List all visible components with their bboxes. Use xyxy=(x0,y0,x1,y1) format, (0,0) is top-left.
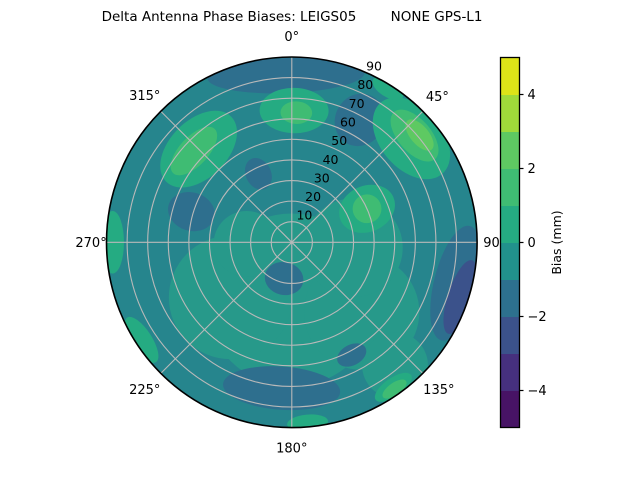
angular-gridline xyxy=(291,110,424,243)
contour-region xyxy=(168,191,215,232)
radial-tick-label: 70 xyxy=(349,96,365,111)
theta-tick-label: 270° xyxy=(75,236,106,251)
radial-tick-labels: 10 20 30 40 50 60 70 80 90 xyxy=(296,58,382,222)
colorbar-segment xyxy=(500,353,520,391)
theta-tick-label: 0° xyxy=(284,30,299,45)
contour-region xyxy=(223,366,341,411)
colorbar-segment xyxy=(500,131,520,169)
contour-region xyxy=(443,260,477,334)
colorbar-tick-label: −4 xyxy=(528,384,547,399)
contour-region xyxy=(213,210,280,277)
radial-tick-label: 10 xyxy=(296,208,312,223)
colorbar-segment xyxy=(500,242,520,280)
contour-region xyxy=(372,77,404,101)
colorbar-segment xyxy=(500,279,520,317)
theta-tick-label: 90 xyxy=(483,236,500,251)
radial-tick-label: 50 xyxy=(331,133,347,148)
radial-tick-label: 30 xyxy=(314,170,330,185)
colorbar-segment xyxy=(500,94,520,132)
chart-title: Delta Antenna Phase Biases: LEIGS05 NONE… xyxy=(101,9,483,25)
theta-tick-label: 45° xyxy=(426,90,449,105)
colorbar-segment xyxy=(500,390,520,428)
colorbar: 4 2 0 −2 −4 Bias (mm) xyxy=(499,56,564,429)
contour-region xyxy=(244,158,272,190)
contour-region xyxy=(264,261,304,296)
theta-tick-label: 180° xyxy=(276,442,307,457)
radial-tick-label: 90 xyxy=(366,58,382,73)
radial-tick-label: 40 xyxy=(323,152,339,167)
contour-region xyxy=(337,343,367,367)
radial-tick-label: 80 xyxy=(357,77,373,92)
colorbar-tick-label: 0 xyxy=(528,236,536,251)
colorbar-tick-label: −2 xyxy=(528,310,547,325)
contour-region xyxy=(405,119,434,151)
contour-region xyxy=(170,126,218,176)
theta-tick-labels: 0° 45° 90 135° 180° 225° 270° 315° xyxy=(75,30,499,457)
colorbar-tick-label: 2 xyxy=(528,162,536,177)
colorbar-segment xyxy=(500,205,520,243)
colorbar-segment xyxy=(500,316,520,354)
colorbar-segment xyxy=(500,168,520,206)
contour-region xyxy=(124,316,159,363)
theta-tick-label: 225° xyxy=(129,383,160,398)
colorbar-tick-label: 4 xyxy=(528,88,536,103)
colorbar-axis-label: Bias (mm) xyxy=(549,210,564,274)
angular-gridline xyxy=(160,110,293,243)
angular-gridline xyxy=(291,241,424,374)
theta-tick-label: 315° xyxy=(129,89,160,104)
contour-region xyxy=(334,93,385,147)
radial-tick-label: 60 xyxy=(340,114,356,129)
contour-region xyxy=(382,379,407,399)
contour-region xyxy=(207,57,365,94)
plot-boundary xyxy=(105,56,478,429)
colorbar-segment xyxy=(500,57,520,95)
theta-tick-label: 135° xyxy=(423,383,454,398)
radial-tick-label: 20 xyxy=(305,189,321,204)
angular-gridline xyxy=(160,241,293,374)
polar-grid xyxy=(106,57,478,428)
